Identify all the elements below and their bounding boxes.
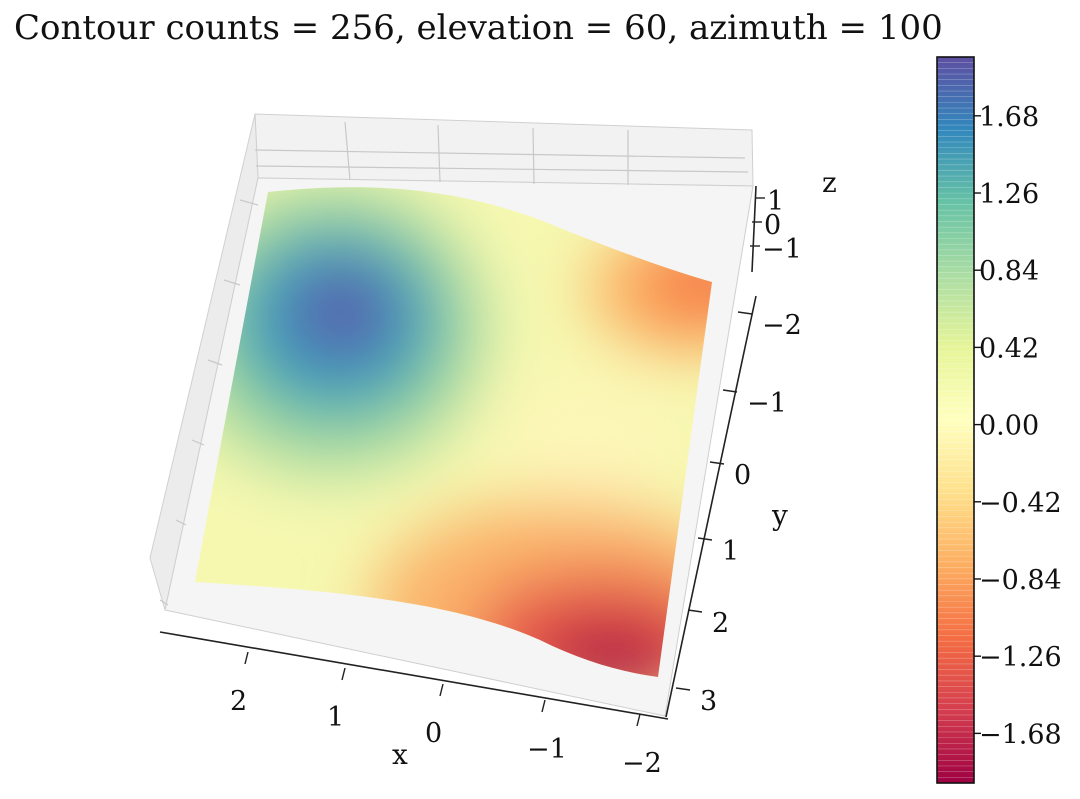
colorbar-tick-label-5: −0.42: [979, 488, 1062, 519]
side-grid-line-2: [207, 359, 223, 366]
back-grid-hline-0: [254, 149, 746, 159]
colorbar-tick-label-4: 0.00: [979, 411, 1039, 442]
x-tick-mark-2: [439, 683, 444, 697]
colorbar-tick-label-2: 0.84: [979, 256, 1039, 287]
colorbar-tick-label-8: −1.68: [979, 719, 1062, 750]
side-grid-line-3: [191, 439, 205, 446]
x-tick-label-1: 1: [327, 702, 344, 733]
y-axis-ticks: −2 −1 0 1 2 3: [675, 310, 802, 717]
y-tick-mark-1: [722, 389, 738, 393]
y-tick-label-3: 1: [722, 536, 739, 567]
back-pane-wall: [254, 113, 754, 187]
x-tick-label-0: 2: [230, 686, 247, 717]
back-grid-line-2: [532, 127, 535, 185]
side-grid-line-4: [175, 519, 187, 526]
y-tick-label-2: 0: [734, 460, 751, 491]
y-tick-mark-0: [737, 311, 753, 315]
z-tick-label-0: 1: [767, 186, 784, 217]
side-grid-line-0: [239, 199, 259, 206]
x-axis-line: [159, 631, 669, 720]
colorbar-tick-label-3: 0.42: [979, 333, 1039, 364]
y-axis-line: [665, 295, 757, 718]
x-axis-ticks: 2 1 0 −1 −2: [230, 651, 662, 779]
colorbar-tick-label-0: 1.68: [979, 102, 1039, 133]
y-tick-label-0: −2: [762, 310, 802, 341]
z-tick-label-2: −1: [762, 234, 802, 265]
z-axis-line: [751, 185, 757, 273]
side-grid-line-1: [223, 279, 241, 286]
y-tick-label-4: 2: [712, 608, 729, 639]
y-tick-label-5: 3: [700, 686, 717, 717]
x-tick-label-4: −2: [622, 748, 662, 779]
x-tick-mark-0: [244, 651, 249, 665]
chart-title: Contour counts = 256, elevation = 60, az…: [14, 8, 943, 48]
z-axis-label: z: [822, 166, 837, 199]
colorbar-tick-label-1: 1.26: [979, 179, 1039, 210]
y-tick-label-1: −1: [747, 388, 787, 419]
x-tick-mark-4: [636, 713, 641, 727]
y-tick-mark-4: [687, 609, 703, 613]
x-tick-label-3: −1: [527, 734, 567, 765]
x-tick-mark-3: [541, 699, 546, 713]
back-grid-hline-1: [255, 165, 749, 173]
pane-grid-lines: [159, 121, 749, 606]
colorbar-gradient: [937, 57, 974, 783]
colorbar: 1.68 1.26 0.84 0.42 0.00 −0.42 −0.84 −1.26 −1.68: [936, 56, 1062, 784]
x-tick-mark-1: [341, 667, 346, 681]
side-grid-line-5: [159, 599, 169, 606]
colorbar-contour-lines: [937, 62, 974, 778]
y-axis-label: y: [771, 499, 788, 532]
x-axis-label: x: [392, 738, 408, 771]
colorbar-frame: [936, 56, 975, 784]
x-tick-label-2: 0: [425, 718, 442, 749]
y-tick-mark-5: [675, 687, 691, 691]
z-tick-label-1: 0: [764, 210, 781, 241]
y-tick-mark-2: [709, 461, 725, 465]
z-axis-ticks: 10−1: [750, 186, 802, 265]
colorbar-tick-label-7: −1.26: [979, 642, 1062, 673]
y-tick-mark-3: [697, 537, 713, 541]
colorbar-tick-label-6: −0.84: [979, 565, 1062, 596]
colorbar-ticks: 1.68 1.26 0.84 0.42 0.00 −0.42 −0.84 −1.26 −1.68: [974, 102, 1062, 750]
